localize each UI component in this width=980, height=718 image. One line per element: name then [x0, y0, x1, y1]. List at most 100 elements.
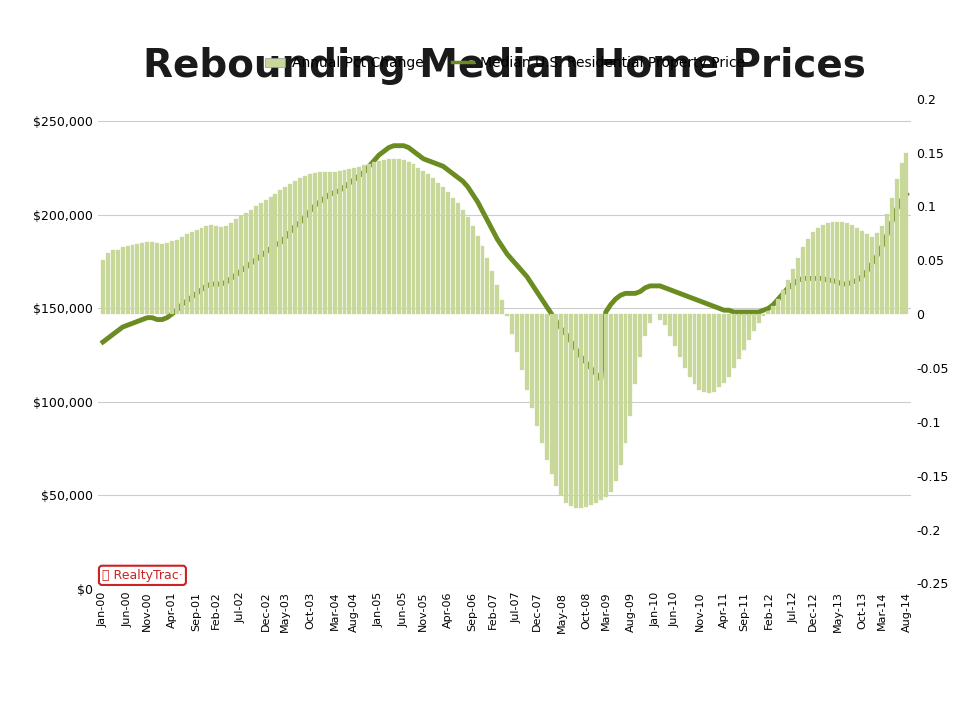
Bar [737, 314, 741, 359]
Bar [550, 314, 554, 473]
Bar [215, 225, 219, 314]
Bar [431, 178, 435, 314]
Bar [515, 314, 519, 352]
Bar [475, 236, 479, 314]
Bar [249, 210, 253, 314]
Bar [856, 228, 859, 314]
Bar [495, 285, 499, 314]
Bar [165, 243, 169, 314]
Bar [678, 314, 682, 357]
Bar [229, 223, 233, 314]
Bar [810, 232, 814, 314]
Bar [693, 314, 697, 384]
Bar [293, 180, 297, 314]
Bar [545, 314, 549, 460]
Bar [801, 247, 805, 314]
Bar [781, 290, 785, 314]
Bar [116, 249, 120, 314]
Bar [288, 184, 292, 314]
Bar [623, 314, 627, 443]
Bar [239, 216, 243, 314]
Bar [584, 314, 588, 507]
Bar [490, 271, 494, 314]
Bar [806, 238, 809, 314]
Bar [895, 180, 899, 314]
Bar [648, 314, 652, 322]
Bar [170, 241, 173, 314]
Bar [264, 200, 268, 314]
Bar [688, 314, 692, 376]
Bar [771, 305, 775, 314]
Bar [397, 159, 401, 314]
Bar [273, 193, 277, 314]
Bar [174, 240, 178, 314]
Bar [303, 176, 307, 314]
Bar [353, 167, 357, 314]
Bar [761, 314, 765, 316]
Bar [618, 314, 622, 465]
Bar [480, 246, 484, 314]
Legend: Annual Pct Change, Median U.S. Residential Property Price: Annual Pct Change, Median U.S. Residenti… [259, 51, 751, 76]
Bar [643, 314, 647, 335]
Bar [313, 173, 317, 314]
Bar [638, 314, 642, 357]
Bar [885, 214, 889, 314]
Bar [416, 167, 420, 314]
Bar [358, 167, 362, 314]
Bar [752, 314, 756, 331]
Bar [560, 314, 563, 495]
Bar [786, 279, 790, 314]
Bar [506, 314, 510, 316]
Bar [880, 225, 884, 314]
Bar [407, 162, 411, 314]
Bar [564, 314, 568, 503]
Bar [485, 258, 489, 314]
Bar [283, 187, 287, 314]
Bar [461, 210, 465, 314]
Bar [820, 225, 824, 314]
Bar [875, 233, 879, 314]
Bar [269, 197, 272, 314]
Bar [555, 314, 559, 486]
Bar [392, 159, 396, 314]
Bar [870, 236, 874, 314]
Bar [190, 232, 194, 314]
Bar [594, 314, 598, 503]
Bar [683, 314, 687, 368]
Bar [368, 164, 371, 314]
Bar [658, 314, 662, 320]
Bar [259, 203, 263, 314]
Bar [540, 314, 544, 443]
Bar [815, 228, 819, 314]
Bar [402, 160, 406, 314]
Bar [633, 314, 637, 384]
Bar [836, 221, 840, 314]
Bar [377, 161, 381, 314]
Bar [712, 314, 716, 391]
Bar [604, 314, 608, 497]
Bar [412, 164, 416, 314]
Bar [470, 225, 474, 314]
Bar [791, 269, 795, 314]
Bar [254, 206, 258, 314]
Bar [140, 243, 144, 314]
Bar [125, 246, 129, 314]
Bar [500, 300, 504, 314]
Bar [747, 314, 751, 340]
Text: ⓘ RealtyTrac·: ⓘ RealtyTrac· [102, 569, 183, 582]
Bar [662, 314, 666, 325]
Bar [101, 260, 105, 314]
Bar [111, 249, 115, 314]
Bar [451, 197, 455, 314]
Bar [308, 174, 312, 314]
Bar [200, 228, 204, 314]
Bar [387, 159, 391, 314]
Bar [332, 172, 336, 314]
Bar [530, 314, 534, 408]
Bar [160, 244, 164, 314]
Bar [905, 152, 908, 314]
Bar [841, 221, 845, 314]
Bar [382, 160, 386, 314]
Bar [599, 314, 603, 500]
Bar [851, 225, 855, 314]
